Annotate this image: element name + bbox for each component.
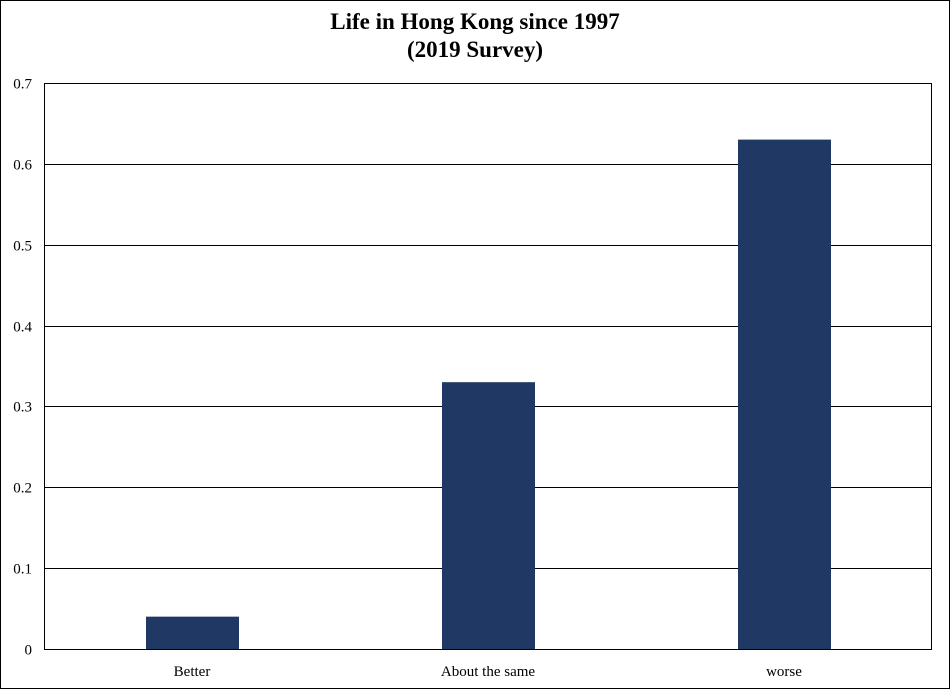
plot-border [44,83,932,650]
y-tick-label: 0.1 [13,562,32,578]
x-tick-label: worse [766,664,802,680]
y-tick-label: 0 [25,643,33,659]
chart-title-line-2: (2019 Survey) [406,37,544,62]
bar [146,616,239,649]
y-tick-label: 0.3 [13,400,32,416]
y-tick-label: 0.7 [13,77,32,93]
y-tick-label: 0.5 [13,239,32,255]
bar [738,139,831,649]
y-tick-label: 0.4 [13,320,32,336]
y-tick-label: 0.6 [13,158,32,174]
x-tick-label: Better [174,664,211,680]
y-tick-label: 0.2 [13,481,32,497]
bar [442,382,535,649]
chart-title-line-1: Life in Hong Kong since 1997 [330,9,620,34]
chart-title: Life in Hong Kong since 1997 (2019 Surve… [0,8,950,64]
x-tick-label: About the same [441,664,535,680]
